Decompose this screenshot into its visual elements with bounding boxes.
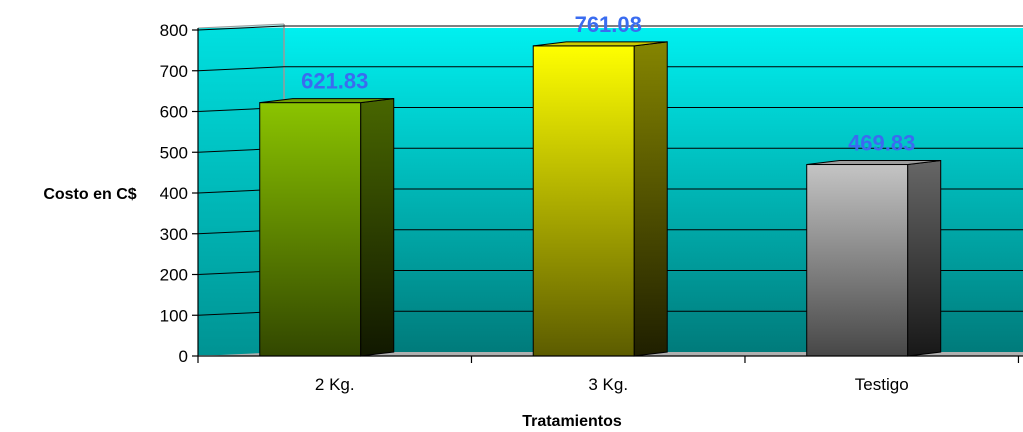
y-tick-label: 100 [160,306,188,325]
x-axis-ticks: 2 Kg. 3 Kg. Testigo [197,356,1020,394]
y-tick-label: 300 [160,225,188,244]
x-tick-label: 3 Kg. [588,375,628,394]
y-axis-title: Costo en C$ [43,186,136,203]
y-tick-label: 400 [160,184,188,203]
y-tick-label: 800 [160,21,188,40]
plot-top-edge [197,23,285,29]
y-tick-label: 500 [160,143,188,162]
x-axis-title: Tratamientos [522,413,622,430]
data-label-1: 761.08 [575,12,642,37]
x-tick-label: Testigo [855,375,909,394]
bar-0-front [259,102,362,357]
y-tick-label: 600 [160,103,188,122]
bar-0-side [360,98,395,357]
x-tick-label: 2 Kg. [315,375,355,394]
bar-2-front [806,164,909,357]
y-axis-ticks: 0 100 200 300 400 500 600 700 800 [160,21,198,366]
gridline-diagonal [197,66,285,72]
bar-0-top [259,98,394,104]
bar-1-top [533,41,668,47]
bar-2-side [907,159,942,357]
bars [259,41,942,357]
y-tick-label: 700 [160,62,188,81]
data-label-2: 469.83 [848,131,915,156]
bar-1-front [532,45,635,357]
bar-1-side [633,41,668,357]
y-tick-label: 0 [179,347,188,366]
data-labels: 621.83 761.08 469.83 [301,12,915,156]
y-tick-label: 200 [160,266,188,285]
gridline-diagonal [197,25,285,31]
bar-2-top [806,160,941,166]
data-label-0: 621.83 [301,69,368,94]
